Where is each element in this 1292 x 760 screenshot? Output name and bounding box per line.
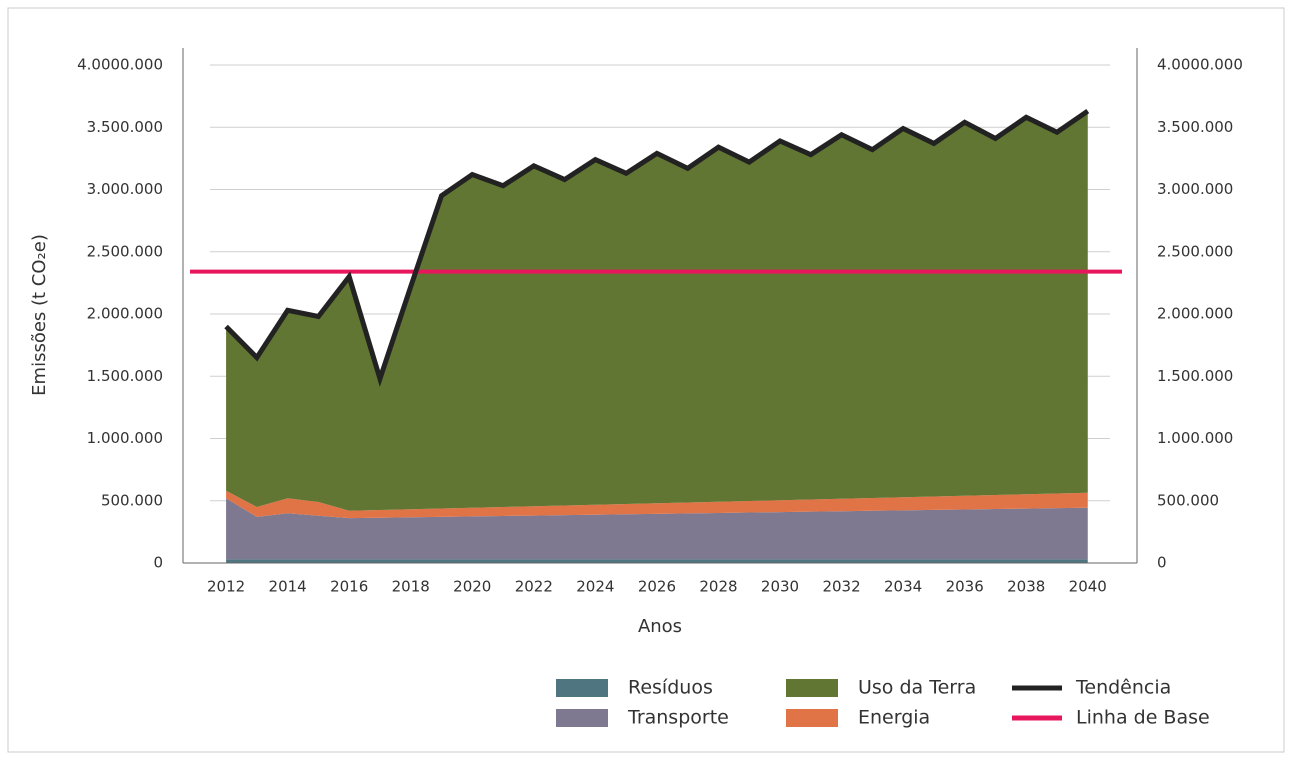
- x-tick-label: 2034: [884, 578, 922, 596]
- y-tick-label: 3.000.000: [87, 180, 163, 198]
- y-tick-label: 4.0000.000: [77, 56, 163, 74]
- x-tick-label: 2022: [515, 578, 553, 596]
- x-tick-label: 2016: [330, 578, 368, 596]
- area: [226, 111, 1088, 511]
- x-tick-label: 2040: [1069, 578, 1107, 596]
- y2-tick-label: 500.000: [1157, 491, 1219, 509]
- legend-swatch: [556, 679, 608, 697]
- trend-line: [224, 109, 1090, 387]
- y2-tick-label: 2.500.000: [1157, 242, 1233, 260]
- y2-tick-label: 0: [1157, 554, 1167, 572]
- y-tick-label: 2.000.000: [87, 305, 163, 323]
- x-tick-label: 2036: [946, 578, 984, 596]
- y2-tick-label: 4.0000.000: [1157, 56, 1243, 74]
- legend-swatch: [786, 709, 838, 727]
- x-tick-label: 2030: [761, 578, 799, 596]
- legend-label: Uso da Terra: [858, 677, 976, 699]
- y-tick-label: 3.500.000: [87, 118, 163, 136]
- y2-tick-label: 3.000.000: [1157, 180, 1233, 198]
- area: [226, 498, 1088, 560]
- x-tick-label: 2024: [576, 578, 614, 596]
- x-tick-label: 2018: [392, 578, 430, 596]
- x-tick-label: 2032: [822, 578, 860, 596]
- y-tick-label: 1.500.000: [87, 367, 163, 385]
- y2-tick-label: 1.000.000: [1157, 429, 1233, 447]
- legend-swatch: [556, 709, 608, 727]
- area: [226, 490, 1088, 519]
- x-tick-label: 2014: [269, 578, 307, 596]
- x-tick-label: 2038: [1007, 578, 1045, 596]
- y-tick-label: 500.000: [101, 491, 163, 509]
- x-tick-label: 2012: [207, 578, 245, 596]
- legend-swatch: [786, 679, 838, 697]
- legend-label: Tendência: [1075, 677, 1171, 699]
- y-tick-label: 0: [153, 554, 163, 572]
- x-axis-label: Anos: [638, 616, 682, 637]
- y2-tick-label: 2.000.000: [1157, 305, 1233, 323]
- x-tick-label: 2028: [699, 578, 737, 596]
- legend-label: Energia: [858, 707, 930, 729]
- legend-label: Linha de Base: [1076, 707, 1210, 729]
- area: [226, 559, 1088, 563]
- legend-label: Resíduos: [628, 677, 713, 699]
- x-tick-label: 2026: [638, 578, 676, 596]
- y-tick-label: 2.500.000: [87, 242, 163, 260]
- y-tick-label: 1.000.000: [87, 429, 163, 447]
- legend-label: Transporte: [627, 707, 729, 729]
- y2-tick-label: 1.500.000: [1157, 367, 1233, 385]
- y2-tick-label: 3.500.000: [1157, 118, 1233, 136]
- x-tick-label: 2020: [453, 578, 491, 596]
- y-axis-label: Emissões (t CO₂e): [29, 234, 50, 396]
